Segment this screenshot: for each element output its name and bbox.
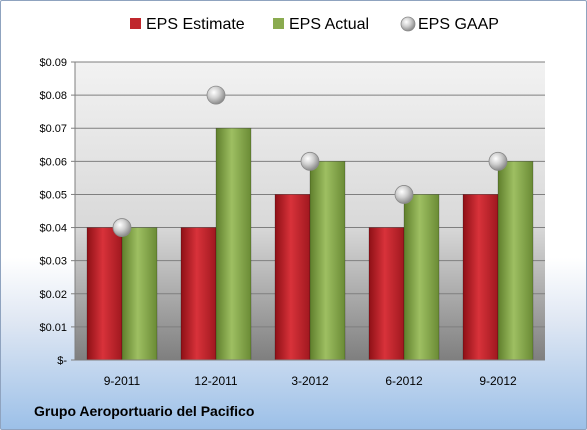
bar-eps-actual	[121, 227, 158, 361]
bar-eps-actual	[215, 127, 252, 361]
x-tick-label: 9-2012	[479, 374, 517, 388]
y-tick-label: $0.06	[39, 156, 67, 168]
bars	[86, 127, 534, 361]
legend-swatch	[273, 18, 284, 29]
gaap-point	[394, 185, 414, 204]
legend-gaap-marker	[400, 16, 416, 32]
bar-eps-actual	[309, 161, 346, 361]
bar-eps-estimate	[86, 227, 123, 361]
y-tick-label: $0.09	[39, 57, 67, 69]
gaap-points	[112, 85, 508, 237]
bar-eps-actual	[403, 194, 440, 361]
x-tick-label: 9-2011	[104, 374, 141, 388]
bar-eps-estimate	[180, 227, 217, 361]
legend-swatch	[130, 18, 141, 29]
x-tick-label: 3-2012	[291, 374, 329, 388]
x-tick-label: 6-2012	[385, 374, 423, 388]
gaap-point	[112, 218, 132, 237]
bar-eps-estimate	[368, 227, 405, 361]
y-tick-label: $0.02	[39, 289, 67, 301]
y-axis: $- $0.01 $0.02 $0.03 $0.04 $0.05 $0.06 $0.07 $0.…	[39, 57, 76, 367]
bar-eps-estimate	[462, 194, 499, 361]
legend-label: EPS GAAP	[418, 16, 499, 33]
y-tick-label: $0.03	[39, 256, 67, 268]
legend-label: EPS Actual	[289, 16, 369, 33]
legend: EPS Estimate EPS Actual EPS GAAP	[130, 16, 499, 33]
legend-label: EPS Estimate	[146, 16, 245, 33]
gaap-point	[206, 85, 226, 105]
y-tick-label: $-	[57, 355, 67, 367]
chart-footer: Grupo Aeroportuario del Pacifico	[34, 403, 254, 419]
x-tick-label: 12-2011	[194, 374, 237, 388]
y-tick-label: $0.01	[39, 322, 67, 334]
bar-eps-actual	[497, 161, 534, 361]
y-tick-label: $0.05	[39, 189, 67, 201]
gaap-point	[300, 151, 320, 171]
x-axis: 9-2011 12-2011 3-2012 6-2012 9-2012	[75, 359, 545, 388]
gaap-point	[488, 151, 508, 171]
y-tick-label: $0.07	[39, 123, 67, 135]
bar-eps-estimate	[274, 194, 311, 361]
y-tick-label: $0.08	[39, 90, 67, 102]
y-tick-label: $0.04	[39, 223, 67, 235]
